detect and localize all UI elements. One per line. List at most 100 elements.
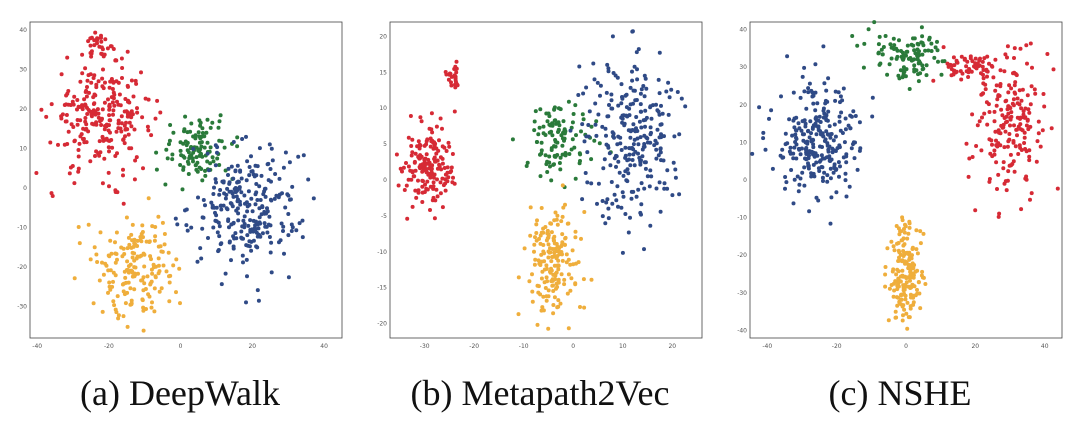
scatter-point-red (985, 69, 990, 74)
scatter-point-red (973, 208, 978, 213)
scatter-point-red (418, 115, 423, 120)
scatter-point-blue (281, 224, 286, 229)
scatter-point-red (452, 67, 457, 71)
scatter-point-blue (201, 198, 206, 202)
scatter-point-red (1015, 96, 1020, 101)
scatter-point-orange (167, 274, 171, 279)
scatter-point-orange (143, 287, 148, 291)
scatter-point-orange (571, 262, 576, 267)
scatter-point-blue (235, 206, 240, 211)
scatter-point-orange (555, 254, 560, 258)
scatter-point-green (557, 161, 562, 165)
scatter-point-blue (660, 111, 665, 116)
scatter-point-red (155, 98, 160, 103)
scatter-point-orange (516, 275, 521, 280)
scatter-point-red (420, 184, 425, 189)
scatter-point-red (88, 43, 93, 48)
scatter-point-orange (166, 250, 171, 255)
scatter-point-red (454, 70, 459, 75)
scatter-point-red (93, 30, 98, 35)
scatter-point-blue (614, 164, 618, 169)
scatter-point-orange (921, 275, 926, 280)
scatter-point-green (901, 73, 906, 78)
scatter-point-blue (763, 147, 768, 152)
panel-deepwalk: -40 -20 0 20 40 40 30 20 10 0 -10 -20 -30 (10, 10, 350, 360)
scatter-point-green (210, 155, 215, 160)
scatter-point-red (103, 37, 108, 42)
scatter-point-blue (657, 112, 662, 117)
scatter-point-blue (205, 151, 210, 156)
scatter-point-red (985, 74, 989, 79)
scatter-point-green (878, 61, 883, 66)
scatter-point-orange (101, 272, 106, 277)
scatter-point-blue (593, 101, 598, 106)
scatter-point-red (126, 132, 131, 137)
scatter-point-orange (912, 284, 917, 289)
scatter-point-green (538, 107, 543, 112)
scatter-point-blue (813, 108, 818, 113)
scatter-point-red (1003, 129, 1008, 134)
scatter-point-blue (629, 196, 634, 201)
scatter-point-blue (840, 131, 845, 135)
scatter-point-red (1038, 144, 1043, 149)
scatter-point-red (427, 126, 432, 131)
scatter-point-blue (637, 119, 642, 124)
scatter-point-blue (817, 114, 822, 119)
scatter-point-orange (94, 252, 99, 257)
scatter-point-blue (828, 166, 833, 171)
scatter-point-blue (229, 258, 233, 263)
scatter-point-green (217, 119, 222, 124)
scatter-point-red (92, 43, 97, 48)
scatter-point-red (400, 169, 404, 174)
scatter-point-blue (659, 132, 663, 137)
scatter-point-blue (619, 205, 624, 210)
scatter-point-red (1040, 128, 1045, 133)
scatter-point-red (108, 44, 113, 49)
scatter-point-red (94, 149, 99, 154)
scatter-point-red (153, 116, 158, 121)
scatter-point-orange (889, 239, 894, 244)
scatter-point-green (532, 119, 537, 124)
scatter-point-orange (894, 315, 899, 320)
scatter-point-red (110, 87, 115, 91)
scatter-point-orange (107, 280, 112, 285)
scatter-point-green (199, 144, 204, 149)
scatter-point-red (123, 97, 128, 101)
scatter-point-orange (554, 263, 559, 268)
scatter-point-red (76, 104, 81, 109)
scatter-point-blue (792, 177, 797, 182)
scatter-point-green (208, 125, 213, 130)
scatter-point-green (904, 67, 909, 72)
scatter-point-red (111, 108, 116, 113)
scatter-point-blue (625, 167, 630, 172)
scatter-point-red (89, 54, 94, 59)
scatter-point-blue (584, 134, 589, 139)
scatter-point-blue (833, 89, 838, 94)
scatter-point-orange (126, 235, 131, 240)
scatter-point-orange (918, 241, 923, 246)
scatter-point-blue (254, 230, 259, 235)
scatter-point-red (996, 214, 1001, 219)
scatter-point-red (980, 115, 984, 120)
scatter-point-blue (654, 186, 659, 191)
scatter-point-blue (257, 215, 262, 220)
scatter-point-red (107, 113, 112, 118)
scatter-point-red (979, 148, 984, 153)
scatter-point-red (979, 92, 984, 97)
scatter-point-orange (902, 252, 907, 257)
scatter-point-red (422, 157, 427, 162)
scatter-point-blue (233, 231, 238, 236)
scatter-point-orange (898, 252, 903, 257)
scatter-point-blue (628, 135, 633, 140)
scatter-point-blue (269, 198, 274, 203)
scatter-point-orange (563, 202, 567, 207)
scatter-point-green (905, 49, 910, 54)
scatter-point-blue (809, 171, 814, 176)
scatter-point-blue (659, 122, 664, 127)
scatter-point-green (915, 47, 920, 52)
scatter-point-red (1002, 69, 1007, 74)
scatter-point-orange (901, 313, 905, 318)
scatter-point-red (1022, 135, 1027, 140)
scatter-point-green (927, 37, 932, 42)
